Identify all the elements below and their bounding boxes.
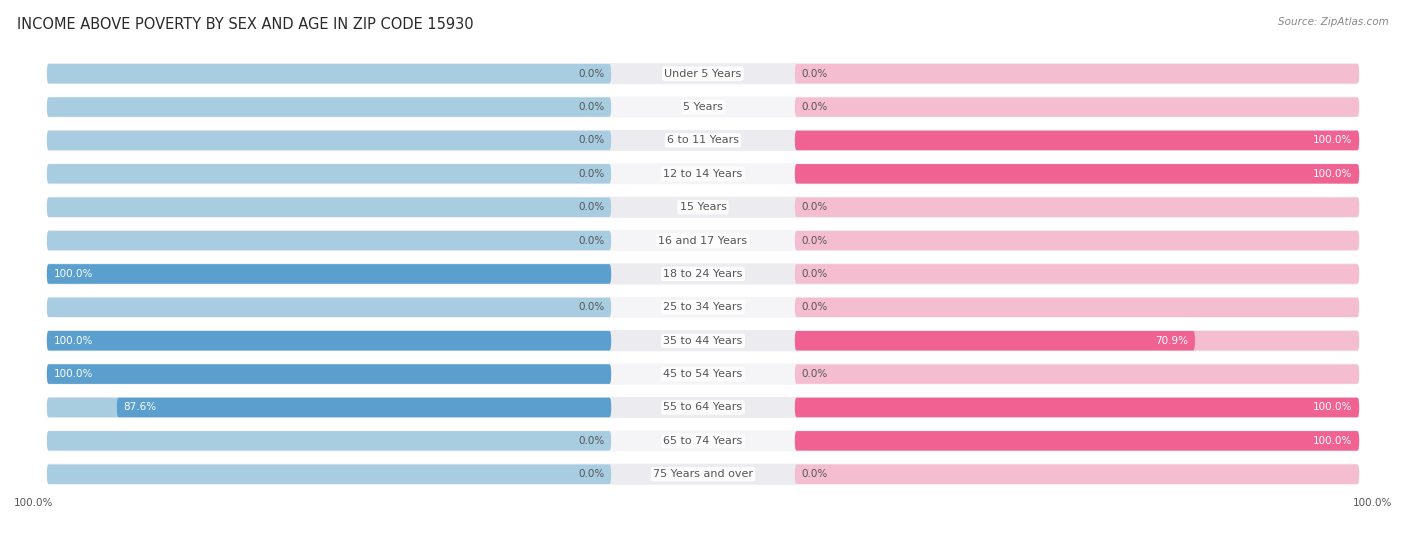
FancyBboxPatch shape xyxy=(794,131,1360,150)
Text: 25 to 34 Years: 25 to 34 Years xyxy=(664,302,742,312)
Text: Under 5 Years: Under 5 Years xyxy=(665,69,741,79)
FancyBboxPatch shape xyxy=(794,397,1360,417)
FancyBboxPatch shape xyxy=(46,397,1360,418)
Text: 5 Years: 5 Years xyxy=(683,102,723,112)
FancyBboxPatch shape xyxy=(46,164,612,183)
Text: 0.0%: 0.0% xyxy=(578,202,605,212)
Text: 0.0%: 0.0% xyxy=(801,235,828,245)
FancyBboxPatch shape xyxy=(46,63,1360,84)
FancyBboxPatch shape xyxy=(46,131,612,150)
FancyBboxPatch shape xyxy=(794,164,1360,183)
Text: 100.0%: 100.0% xyxy=(53,369,93,379)
FancyBboxPatch shape xyxy=(46,363,1360,385)
FancyBboxPatch shape xyxy=(46,130,1360,151)
Text: 0.0%: 0.0% xyxy=(578,235,605,245)
Text: 18 to 24 Years: 18 to 24 Years xyxy=(664,269,742,279)
Text: 12 to 14 Years: 12 to 14 Years xyxy=(664,169,742,179)
FancyBboxPatch shape xyxy=(46,264,612,284)
FancyBboxPatch shape xyxy=(46,431,612,451)
FancyBboxPatch shape xyxy=(794,264,1360,284)
FancyBboxPatch shape xyxy=(46,230,1360,251)
Text: 100.0%: 100.0% xyxy=(1353,498,1392,508)
Text: 35 to 44 Years: 35 to 44 Years xyxy=(664,336,742,345)
Text: 0.0%: 0.0% xyxy=(801,369,828,379)
Text: 0.0%: 0.0% xyxy=(801,302,828,312)
Text: 0.0%: 0.0% xyxy=(578,302,605,312)
FancyBboxPatch shape xyxy=(46,231,612,250)
FancyBboxPatch shape xyxy=(46,97,1360,117)
Text: INCOME ABOVE POVERTY BY SEX AND AGE IN ZIP CODE 15930: INCOME ABOVE POVERTY BY SEX AND AGE IN Z… xyxy=(17,17,474,32)
FancyBboxPatch shape xyxy=(794,197,1360,217)
FancyBboxPatch shape xyxy=(117,397,612,417)
FancyBboxPatch shape xyxy=(46,464,1360,485)
Text: 87.6%: 87.6% xyxy=(124,402,156,413)
Text: 100.0%: 100.0% xyxy=(1313,169,1353,179)
Text: 6 to 11 Years: 6 to 11 Years xyxy=(666,135,740,145)
FancyBboxPatch shape xyxy=(794,465,1360,484)
Text: 0.0%: 0.0% xyxy=(801,269,828,279)
Text: 0.0%: 0.0% xyxy=(578,436,605,446)
Text: Source: ZipAtlas.com: Source: ZipAtlas.com xyxy=(1278,17,1389,27)
FancyBboxPatch shape xyxy=(46,364,612,384)
FancyBboxPatch shape xyxy=(46,330,1360,351)
Text: 0.0%: 0.0% xyxy=(801,69,828,79)
FancyBboxPatch shape xyxy=(794,431,1360,451)
Text: 0.0%: 0.0% xyxy=(578,69,605,79)
FancyBboxPatch shape xyxy=(794,164,1360,183)
FancyBboxPatch shape xyxy=(46,163,1360,184)
Text: 65 to 74 Years: 65 to 74 Years xyxy=(664,436,742,446)
FancyBboxPatch shape xyxy=(794,331,1195,350)
FancyBboxPatch shape xyxy=(46,64,612,83)
FancyBboxPatch shape xyxy=(794,231,1360,250)
FancyBboxPatch shape xyxy=(46,397,612,417)
FancyBboxPatch shape xyxy=(794,64,1360,83)
FancyBboxPatch shape xyxy=(46,297,612,317)
Text: 100.0%: 100.0% xyxy=(53,269,93,279)
Text: 0.0%: 0.0% xyxy=(578,102,605,112)
FancyBboxPatch shape xyxy=(794,97,1360,117)
FancyBboxPatch shape xyxy=(794,397,1360,417)
FancyBboxPatch shape xyxy=(46,197,612,217)
FancyBboxPatch shape xyxy=(46,197,1360,217)
Text: 100.0%: 100.0% xyxy=(1313,436,1353,446)
FancyBboxPatch shape xyxy=(46,430,1360,451)
FancyBboxPatch shape xyxy=(46,331,612,350)
Text: 0.0%: 0.0% xyxy=(801,202,828,212)
FancyBboxPatch shape xyxy=(794,297,1360,317)
FancyBboxPatch shape xyxy=(794,431,1360,451)
FancyBboxPatch shape xyxy=(794,364,1360,384)
Text: 55 to 64 Years: 55 to 64 Years xyxy=(664,402,742,413)
FancyBboxPatch shape xyxy=(46,331,612,350)
Text: 70.9%: 70.9% xyxy=(1156,336,1188,345)
FancyBboxPatch shape xyxy=(46,364,612,384)
Text: 100.0%: 100.0% xyxy=(14,498,53,508)
Text: 45 to 54 Years: 45 to 54 Years xyxy=(664,369,742,379)
Text: 0.0%: 0.0% xyxy=(578,169,605,179)
Text: 16 and 17 Years: 16 and 17 Years xyxy=(658,235,748,245)
FancyBboxPatch shape xyxy=(794,131,1360,150)
Text: 15 Years: 15 Years xyxy=(679,202,727,212)
FancyBboxPatch shape xyxy=(794,331,1360,350)
FancyBboxPatch shape xyxy=(46,263,1360,285)
Text: 100.0%: 100.0% xyxy=(1313,135,1353,145)
Text: 0.0%: 0.0% xyxy=(578,469,605,479)
FancyBboxPatch shape xyxy=(46,465,612,484)
Text: 0.0%: 0.0% xyxy=(578,135,605,145)
Text: 0.0%: 0.0% xyxy=(801,469,828,479)
FancyBboxPatch shape xyxy=(46,297,1360,318)
FancyBboxPatch shape xyxy=(46,264,612,284)
Text: 75 Years and over: 75 Years and over xyxy=(652,469,754,479)
Text: 100.0%: 100.0% xyxy=(1313,402,1353,413)
FancyBboxPatch shape xyxy=(46,97,612,117)
Text: 100.0%: 100.0% xyxy=(53,336,93,345)
Text: 0.0%: 0.0% xyxy=(801,102,828,112)
